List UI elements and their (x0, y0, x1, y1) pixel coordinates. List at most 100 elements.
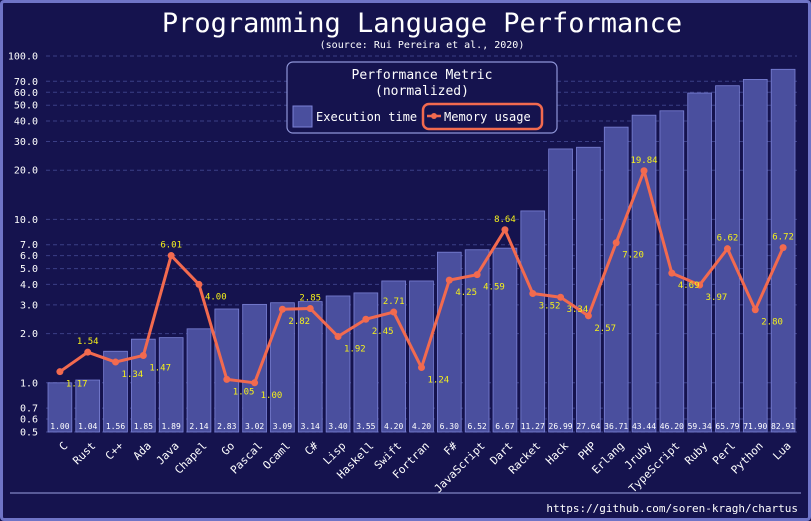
memory-point (668, 269, 676, 277)
y-tick-label: 50.0 (14, 101, 38, 112)
legend-execution-swatch (292, 105, 313, 128)
bar-value-label: 1.00 (50, 422, 69, 431)
memory-point (557, 293, 565, 301)
memory-value-label: 2.45 (372, 327, 394, 337)
bar (687, 92, 712, 433)
bar-value-label: 1.56 (106, 422, 125, 431)
bar (186, 328, 212, 433)
x-tick-label: Ada (131, 439, 154, 462)
memory-value-label: 3.97 (706, 293, 728, 303)
memory-value-label: 2.71 (383, 297, 405, 307)
memory-point (779, 244, 787, 252)
bar-value-label: 6.52 (467, 422, 486, 431)
memory-value-label: 6.62 (717, 234, 739, 244)
bar-value-label: 46.20 (660, 422, 684, 431)
memory-point (612, 239, 620, 247)
legend-memory-highlight (421, 102, 544, 131)
bar-value-label: 71.90 (743, 422, 767, 431)
memory-value-label: 7.20 (622, 251, 644, 261)
x-tick-label: C++ (103, 439, 127, 463)
memory-point (306, 304, 314, 312)
memory-point (529, 290, 537, 298)
y-tick-label: 70.0 (14, 77, 38, 88)
y-tick-label: 10.0 (14, 215, 38, 226)
memory-point (167, 252, 175, 260)
memory-line (56, 167, 787, 387)
bar-value-label: 27.64 (576, 422, 600, 431)
bar (603, 126, 629, 433)
y-tick-label: 3.0 (20, 300, 38, 311)
bar-value-label: 36.71 (604, 422, 628, 431)
memory-point (418, 364, 425, 372)
memory-point (334, 333, 342, 341)
memory-point (390, 308, 398, 316)
bar (381, 280, 406, 433)
memory-value-label: 2.85 (299, 293, 321, 303)
bar (409, 280, 434, 433)
memory-value-label: 4.00 (205, 292, 227, 302)
memory-value-label: 1.17 (66, 380, 88, 390)
memory-point (278, 305, 286, 313)
y-tick-label: 20.0 (14, 166, 38, 177)
legend: Performance Metric (normalized) Executio… (286, 61, 558, 134)
bar-value-label: 3.14 (301, 422, 320, 431)
y-tick-label: 6.0 (20, 251, 38, 262)
bar-value-label: 2.83 (217, 422, 236, 431)
bar (548, 148, 573, 433)
bar-value-label: 3.40 (328, 422, 347, 431)
memory-point (223, 375, 231, 383)
x-tick-label: Ocaml (260, 439, 293, 472)
memory-point (362, 315, 370, 323)
memory-value-label: 4.69 (678, 281, 700, 291)
memory-value-label: 1.24 (428, 376, 450, 386)
memory-value-label: 1.05 (233, 387, 255, 397)
bar (715, 85, 740, 433)
bar (297, 301, 323, 433)
memory-value-label: 4.59 (483, 283, 505, 293)
chart-title: Programming Language Performance (162, 8, 682, 39)
legend-title: Performance Metric (352, 68, 493, 83)
bar-value-label: 65.79 (715, 422, 739, 431)
bar (520, 210, 546, 433)
bar (214, 308, 240, 433)
bar (325, 295, 351, 433)
x-tick-label: C (57, 439, 71, 453)
memory-point (251, 379, 259, 387)
bar-value-label: 1.85 (134, 422, 153, 431)
memory-value-label: 4.25 (455, 288, 477, 298)
bar (242, 303, 267, 433)
bar (742, 79, 768, 433)
memory-value-label: 2.80 (761, 318, 783, 328)
memory-point (195, 280, 203, 288)
y-tick-label: 1.0 (20, 378, 38, 389)
bar (353, 292, 379, 433)
memory-value-label: 6.72 (772, 233, 794, 243)
memory-value-label: 1.00 (261, 391, 283, 401)
y-tick-label: 40.0 (14, 117, 38, 128)
legend-execution-label: Execution time (316, 110, 417, 124)
y-tick-label: 60.0 (14, 88, 38, 99)
bar (492, 247, 518, 433)
memory-point (473, 271, 481, 279)
bar-value-label: 26.99 (549, 422, 573, 431)
bar (158, 337, 184, 433)
footer-link: https://github.com/soren-kragh/chartus (546, 502, 798, 515)
memory-value-labels: 1.17 1.54 1.34 1.47 6.01 4.00 1.05 1.00 2.82 2.85… (66, 156, 794, 401)
y-tick-label: 2.0 (20, 329, 38, 340)
memory-value-label: 19.84 (630, 156, 657, 166)
bar (75, 379, 101, 433)
memory-point (112, 358, 120, 366)
memory-point (84, 348, 92, 356)
bar-value-label: 6.30 (440, 422, 459, 431)
x-tick-label: Hack (543, 439, 571, 467)
bar-value-label: 3.09 (273, 422, 292, 431)
x-tick-label: Lua (770, 439, 793, 462)
x-tick-label: Ruby (682, 439, 710, 467)
x-tick-label: C# (302, 439, 321, 458)
bar-value-label: 4.20 (384, 422, 403, 431)
bar (131, 338, 156, 433)
memory-point (445, 276, 453, 284)
memory-value-label: 1.54 (77, 337, 99, 347)
memory-value-label: 1.92 (344, 345, 366, 355)
